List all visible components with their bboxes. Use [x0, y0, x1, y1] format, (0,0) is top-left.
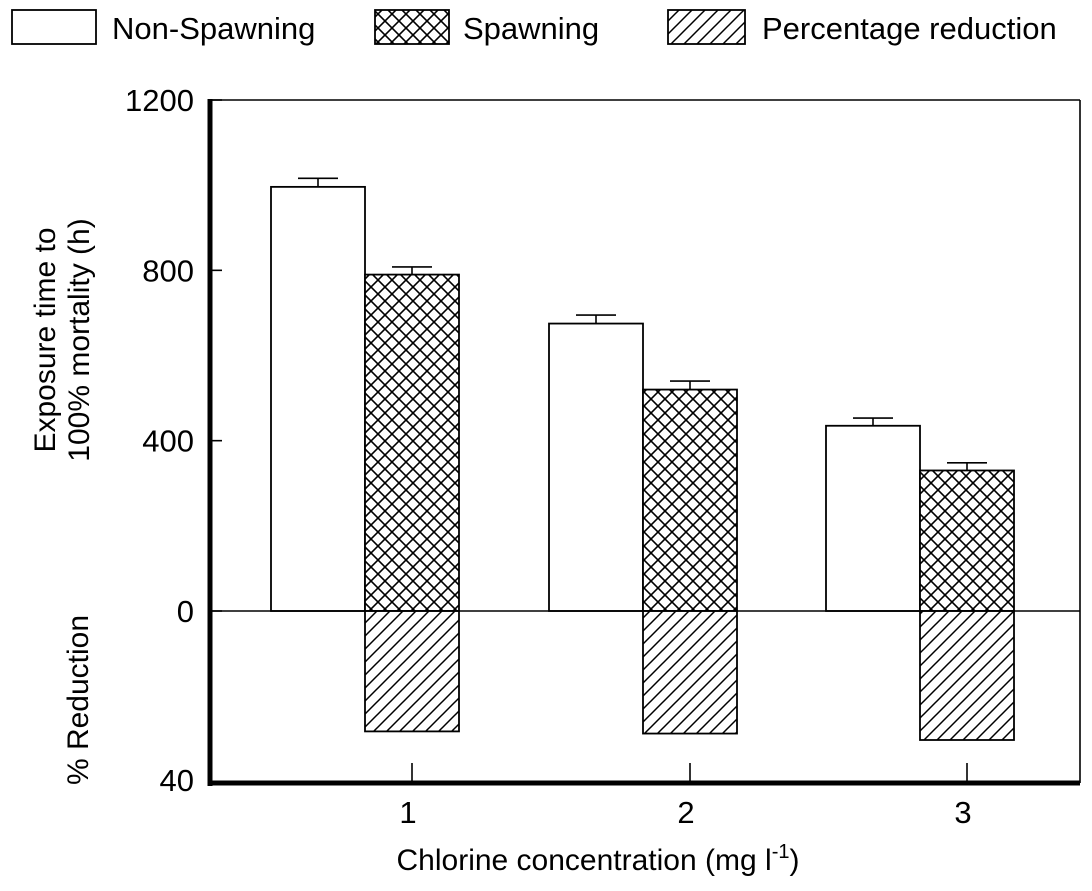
bar-spawning-1 — [364, 273, 460, 612]
x-axis-title-superscript: -1 — [772, 841, 790, 863]
y-tick-label-400: 400 — [142, 424, 194, 459]
legend-label-percentage-reduction: Percentage reduction — [762, 11, 1057, 46]
legend-swatch-non-spawning — [11, 9, 97, 45]
bars-layer — [270, 177, 1015, 741]
y-tick-label-bottom-40: 40 — [160, 763, 194, 798]
x-axis-title-close: ) — [789, 844, 799, 877]
x-tick-label-1: 1 — [399, 795, 416, 830]
legend-item-spawning: Spawning — [374, 9, 599, 46]
legend-label-spawning: Spawning — [463, 11, 599, 46]
legend-swatch-percentage-reduction — [667, 9, 746, 45]
x-axis-title: Chlorine concentration (mg l-1) — [397, 841, 800, 877]
legend-item-percentage-reduction: Percentage reduction — [667, 9, 1057, 46]
axes-layer: 1200 800 400 0 40 1 2 3 — [125, 83, 1081, 830]
bar-non-spawning-3 — [825, 424, 921, 612]
y-axis-title-top-line2: 100% mortality (h) — [63, 218, 96, 461]
legend-item-non-spawning: Non-Spawning — [11, 9, 315, 46]
bar-percentage-reduction-1 — [364, 610, 460, 733]
y-axis-title-top-line1: Exposure time to — [29, 227, 62, 452]
bar-non-spawning-1 — [270, 185, 366, 612]
x-tick-label-3: 3 — [954, 795, 971, 830]
x-tick-label-2: 2 — [677, 795, 694, 830]
legend: Non-Spawning Spawning Percentage reducti… — [11, 9, 1057, 46]
y-axis-title-bottom: % Reduction — [62, 615, 95, 785]
legend-label-non-spawning: Non-Spawning — [112, 11, 315, 46]
y-tick-label-0: 0 — [177, 594, 194, 629]
bar-spawning-3 — [919, 469, 1015, 612]
bar-percentage-reduction-3 — [919, 610, 1015, 741]
bar-non-spawning-2 — [548, 322, 644, 612]
y-tick-label-800: 800 — [142, 253, 194, 288]
legend-swatch-spawning — [374, 9, 450, 45]
x-axis-title-main: Chlorine concentration (mg l — [397, 844, 772, 877]
bar-percentage-reduction-2 — [642, 610, 738, 735]
bar-spawning-2 — [642, 388, 738, 612]
y-axis-title-bottom-group: % Reduction — [62, 615, 95, 785]
y-axis-title-top: Exposure time to 100% mortality (h) — [29, 218, 96, 461]
y-tick-label-1200: 1200 — [125, 83, 194, 118]
